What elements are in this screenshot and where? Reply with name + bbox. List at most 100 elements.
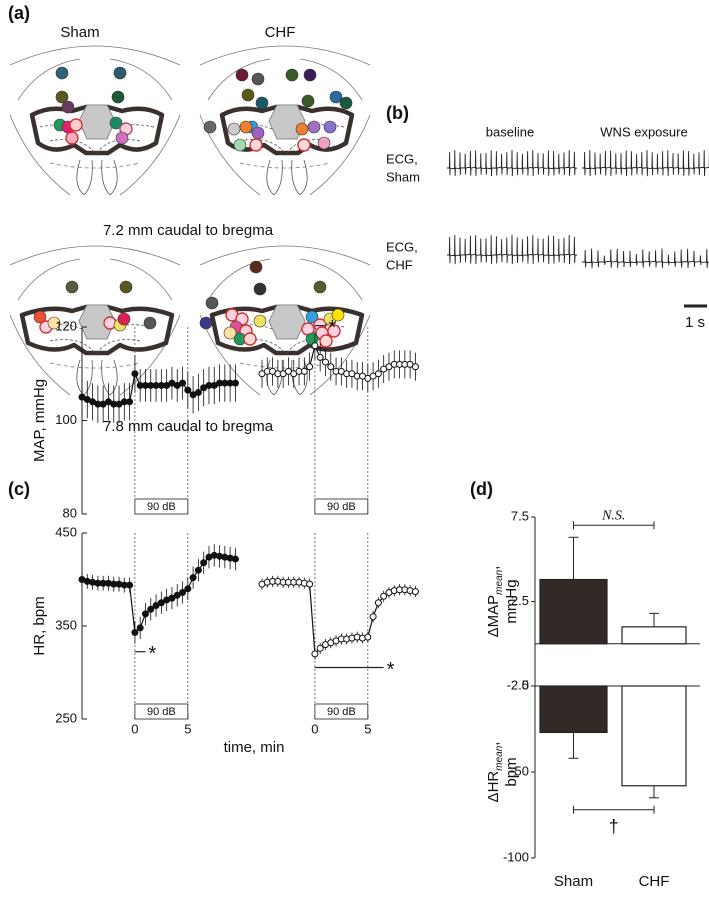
stimulus-label: 90 dB	[327, 501, 356, 513]
data-point	[231, 379, 239, 387]
data-point	[374, 599, 382, 607]
data-point	[311, 650, 319, 658]
data-point	[194, 566, 202, 574]
y-tick-label: 7.5	[511, 508, 529, 523]
brain-slice	[9, 245, 181, 396]
outline	[207, 258, 363, 301]
y-axis-label: bpm	[503, 757, 520, 786]
y-label-sub: mean	[494, 745, 505, 770]
data-point	[327, 363, 335, 371]
data-point	[316, 353, 324, 361]
panel-label: (d)	[470, 479, 493, 499]
significance-mark: *	[387, 659, 395, 681]
injection-site	[251, 72, 265, 86]
data-point	[411, 588, 419, 596]
injection-site	[233, 138, 247, 152]
y-tick-label: -2.5	[507, 677, 529, 692]
y-tick-label: 120	[55, 318, 77, 333]
x-tick-label: Sham	[554, 873, 593, 890]
data-point	[374, 370, 382, 378]
y-label-part: ,	[485, 566, 502, 570]
y-axis-label: ΔHRmean,	[485, 742, 505, 803]
brain-slice	[199, 45, 371, 196]
injection-site	[115, 131, 129, 145]
data-point	[311, 342, 319, 350]
stimulus-box	[314, 703, 369, 720]
data-point	[126, 398, 134, 406]
injection-site	[243, 332, 257, 346]
injection-site	[65, 131, 79, 145]
injection-site	[33, 310, 47, 324]
data-point	[126, 581, 134, 589]
x-tick-label: 5	[184, 721, 191, 736]
y-label-part: ΔHR	[485, 771, 502, 803]
outline	[17, 258, 173, 301]
outline	[9, 114, 181, 196]
x-tick-label: 0	[131, 721, 138, 736]
bar	[539, 685, 608, 734]
injection-site	[249, 260, 263, 274]
injection-site	[55, 90, 69, 104]
outline	[199, 245, 371, 266]
x-tick-label: 0	[311, 721, 318, 736]
y-label-part: ,	[485, 742, 502, 746]
stimulus-box	[134, 703, 189, 720]
x-axis-label: time, min	[224, 739, 285, 756]
injection-site	[327, 324, 341, 338]
injection-site	[227, 122, 241, 136]
injection-site	[117, 312, 131, 326]
outline	[9, 245, 181, 266]
ecg-trace	[582, 248, 709, 269]
panel-label: (c)	[8, 479, 30, 499]
data-point	[179, 379, 187, 387]
y-tick-label: 250	[55, 710, 77, 725]
brain-slice	[9, 45, 181, 196]
injection-site	[253, 314, 267, 328]
ecg-trace	[447, 150, 578, 177]
y-label-part: ΔMAP	[485, 595, 502, 638]
lower	[239, 362, 331, 369]
injection-site	[255, 96, 269, 110]
injection-site	[203, 120, 217, 134]
data-point	[411, 363, 419, 371]
area-postrema	[78, 304, 116, 340]
stimulus-label: 90 dB	[147, 501, 176, 513]
injection-site	[303, 68, 317, 82]
y-axis-label: MAP, mmHg	[31, 379, 48, 462]
injection-site	[249, 138, 263, 152]
injection-site	[297, 138, 311, 152]
lower	[49, 162, 141, 169]
bar	[621, 626, 687, 645]
stimulus-box	[134, 498, 189, 515]
area-postrema	[78, 104, 116, 140]
lower	[76, 359, 118, 396]
data-point	[157, 599, 165, 607]
injection-site	[239, 120, 253, 134]
condition-label: WNS exposure	[600, 124, 687, 139]
data-point	[131, 629, 139, 637]
injection-site	[285, 68, 299, 82]
injection-site	[47, 316, 61, 330]
comparison-label: N.S.	[601, 508, 625, 523]
row-label: ECG,	[386, 151, 418, 166]
injection-site	[55, 66, 69, 80]
data-point	[306, 580, 314, 588]
outline	[207, 58, 363, 101]
y-tick-label: 100	[55, 412, 77, 427]
injection-site	[109, 116, 123, 130]
y-tick-label: 2.5	[511, 593, 529, 608]
level-caption: 7.2 mm caudal to bregma	[103, 222, 274, 239]
lower	[266, 159, 308, 196]
stimulus-box	[314, 498, 369, 515]
injection-site	[317, 136, 331, 150]
data-point	[147, 605, 155, 613]
injection-site	[305, 310, 319, 324]
outline	[9, 314, 181, 396]
injection-site	[301, 94, 315, 108]
y-axis-label: HR, bpm	[31, 596, 48, 655]
data-point	[168, 594, 176, 602]
data-point	[231, 555, 239, 563]
injection-site	[69, 118, 83, 132]
ecg-trace	[447, 234, 578, 265]
